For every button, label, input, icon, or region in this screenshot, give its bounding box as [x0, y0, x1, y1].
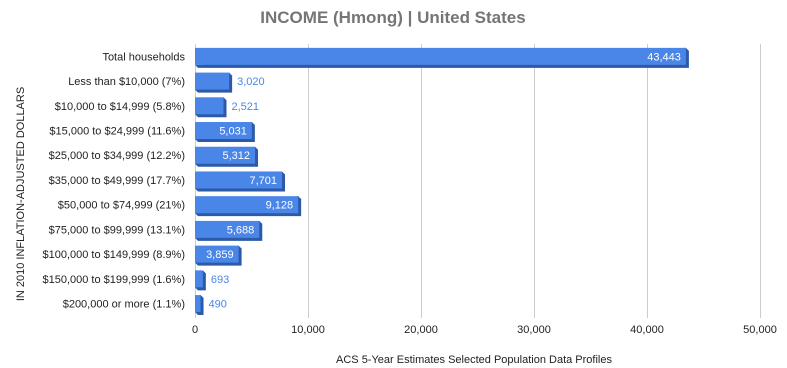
value-label: 5,031 [219, 126, 247, 138]
value-label: 9,128 [266, 200, 294, 212]
value-label: 2,521 [231, 101, 259, 113]
bar [195, 196, 299, 214]
bar [195, 245, 239, 263]
x-tick-labels: 0 10,000 20,000 30,000 40,000 50,000 [192, 324, 777, 336]
x-tick-label: 20,000 [404, 324, 438, 336]
value-label: 3,020 [237, 76, 265, 88]
bar [195, 220, 260, 238]
x-tick-label: 30,000 [517, 324, 551, 336]
bar [195, 171, 283, 189]
bar [195, 295, 201, 313]
category-label: $25,000 to $34,999 (12.2%) [49, 150, 185, 162]
value-label: 7,701 [249, 175, 277, 187]
x-tick-label: 50,000 [743, 324, 777, 336]
category-label: $150,000 to $199,999 (1.6%) [42, 274, 185, 286]
x-tick-label: 10,000 [291, 324, 325, 336]
x-tick-label: 0 [192, 324, 198, 336]
category-label: Total households [102, 51, 185, 63]
value-label: 490 [209, 299, 227, 311]
bars [195, 47, 689, 316]
value-label: 5,312 [222, 150, 250, 162]
x-axis-title: ACS 5-Year Estimates Selected Population… [336, 354, 612, 366]
value-label: 43,443 [647, 51, 681, 63]
category-label: $100,000 to $149,999 (8.9%) [42, 249, 185, 261]
category-label: $35,000 to $49,999 (17.7%) [49, 175, 185, 187]
value-label: 3,859 [206, 249, 234, 261]
bar [195, 47, 686, 65]
bar [195, 72, 230, 90]
bar [195, 97, 224, 115]
value-labels: 43,443 3,020 2,521 5,031 5,312 7,701 9,128 5,68… [206, 51, 681, 310]
category-label: $200,000 or more (1.1%) [63, 299, 185, 311]
bar [195, 270, 203, 288]
bar [195, 146, 256, 164]
category-label: $15,000 to $24,999 (11.6%) [49, 126, 185, 138]
chart-title: INCOME (Hmong) | United States [260, 8, 525, 27]
category-label: $75,000 to $99,999 (13.1%) [49, 224, 185, 236]
category-label: $10,000 to $14,999 (5.8%) [55, 101, 185, 113]
category-labels: Total households Less than $10,000 (7%) $1… [42, 51, 185, 310]
category-label: $50,000 to $74,999 (21%) [58, 200, 185, 212]
y-axis-title: IN 2010 INFLATION-ADJUSTED DOLLARS [15, 87, 27, 301]
value-label: 5,688 [227, 224, 255, 236]
value-label: 693 [211, 274, 229, 286]
bar [195, 122, 252, 140]
x-tick-label: 40,000 [630, 324, 664, 336]
category-label: Less than $10,000 (7%) [68, 76, 185, 88]
